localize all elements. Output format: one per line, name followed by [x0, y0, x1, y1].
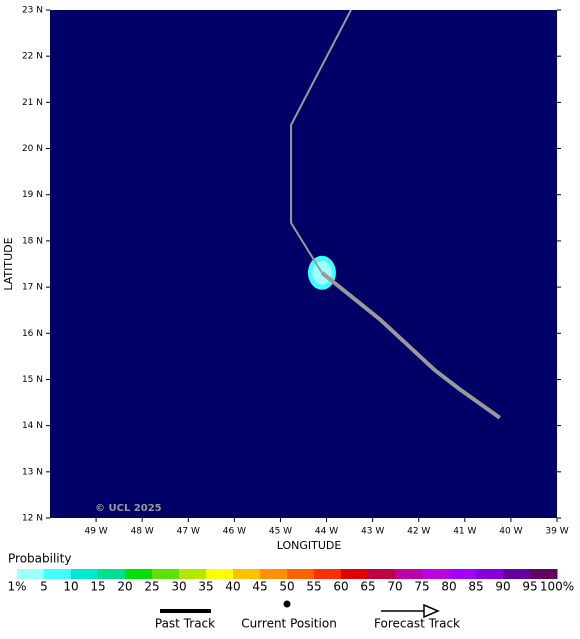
colorbar-label: 95 — [522, 580, 537, 594]
colorbar-label: 80 — [441, 580, 456, 594]
y-tick-label: 20 N — [22, 144, 43, 154]
colorbar-swatch — [125, 569, 153, 579]
map-background — [50, 10, 557, 518]
legend-label: Forecast Track — [374, 617, 460, 631]
colorbar-swatch — [44, 569, 72, 579]
y-tick-label: 18 N — [22, 236, 43, 246]
forecast-track — [320, 271, 502, 420]
colorbar-swatch — [530, 569, 558, 579]
current-position-symbol — [283, 600, 291, 608]
legend-label: Past Track — [155, 617, 215, 631]
y-tick-label: 13 N — [22, 467, 43, 477]
colorbar-label: 50 — [279, 580, 294, 594]
colorbar-label: 30 — [171, 580, 186, 594]
y-tick-label: 14 N — [22, 421, 43, 431]
colorbar-label: 1% — [7, 580, 26, 594]
colorbar-label: 40 — [225, 580, 240, 594]
past-track — [290, 9, 352, 274]
colorbar-swatch — [152, 569, 180, 579]
colorbar-label: 60 — [333, 580, 348, 594]
colorbar-swatch — [17, 569, 45, 579]
y-axis-label: LATITUDE — [2, 237, 15, 290]
colorbar-swatch — [179, 569, 207, 579]
colorbar-title: Probability — [8, 552, 71, 566]
colorbar-swatch — [206, 569, 234, 579]
y-tick-label: 12 N — [22, 514, 43, 524]
colorbar-label: 5 — [40, 580, 48, 594]
colorbar-swatch — [98, 569, 126, 579]
legend-label: Current Position — [241, 617, 337, 631]
credit: © UCL 2025 — [95, 503, 162, 514]
colorbar-label: 25 — [144, 580, 159, 594]
colorbar-swatch — [422, 569, 450, 579]
colorbar-label: 85 — [468, 580, 483, 594]
colorbar-swatch — [233, 569, 261, 579]
x-tick-label: 43 W — [361, 527, 384, 537]
y-tick-label: 23 N — [22, 6, 43, 16]
colorbar-swatch — [314, 569, 342, 579]
x-tick-label: 47 W — [177, 527, 200, 537]
x-tick-label: 45 W — [269, 527, 292, 537]
colorbar-label: 10 — [63, 580, 78, 594]
colorbar-label: 20 — [117, 580, 132, 594]
colorbar-swatch — [341, 569, 369, 579]
x-tick-label: 39 W — [545, 527, 568, 537]
colorbar-label: 100% — [540, 580, 574, 594]
x-axis-label: LONGITUDE — [277, 539, 342, 552]
colorbar-swatch — [503, 569, 531, 579]
x-tick-label: 48 W — [131, 527, 154, 537]
y-tick-label: 15 N — [22, 375, 43, 385]
colorbar-label: 55 — [306, 580, 321, 594]
y-tick-label: 22 N — [22, 52, 43, 62]
y-tick-label: 17 N — [22, 283, 43, 293]
y-tick-label: 21 N — [22, 98, 43, 108]
x-tick-label: 46 W — [223, 527, 246, 537]
colorbar-swatch — [260, 569, 288, 579]
x-tick-label: 41 W — [453, 527, 476, 537]
x-tick-label: 49 W — [84, 527, 107, 537]
colorbar-swatch — [395, 569, 423, 579]
x-tick-label: 40 W — [499, 527, 522, 537]
x-tick-label: 42 W — [407, 527, 430, 537]
colorbar-swatch — [71, 569, 99, 579]
y-tick-label: 19 N — [22, 190, 43, 200]
colorbar-label: 65 — [360, 580, 375, 594]
colorbar-swatch — [368, 569, 396, 579]
colorbar-label: 15 — [90, 580, 105, 594]
y-tick-label: 16 N — [22, 329, 43, 339]
colorbar-label: 35 — [198, 580, 213, 594]
colorbar-label: 45 — [252, 580, 267, 594]
colorbar-swatch — [287, 569, 315, 579]
colorbar-swatch — [449, 569, 477, 579]
x-tick-label: 44 W — [315, 527, 338, 537]
colorbar-label: 90 — [495, 580, 510, 594]
colorbar-label: 75 — [414, 580, 429, 594]
colorbar-label: 70 — [387, 580, 402, 594]
colorbar-swatch — [476, 569, 504, 579]
forecast-arrow — [423, 603, 440, 619]
